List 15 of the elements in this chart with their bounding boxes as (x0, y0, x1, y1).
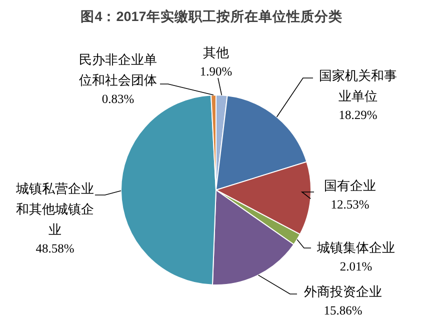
data-label: 2.01% (340, 260, 372, 274)
slice-label: 城镇集体企业 (316, 240, 395, 255)
chart-title: 图4：2017年实缴职工按所在单位性质分类 (80, 8, 342, 24)
data-label: 15.86% (324, 304, 362, 318)
data-label: 18.29% (338, 108, 378, 122)
data-label: 1.90% (200, 64, 232, 78)
slice-label: 国有企业 (324, 178, 376, 193)
data-label: 48.58% (36, 242, 74, 256)
slice-label: 其他 (203, 45, 229, 60)
data-label: 0.83% (102, 92, 134, 106)
slice-label: 民办非企业单位和社会团体 (79, 52, 157, 88)
slice-label: 城镇私营企业和其他城镇企业 (15, 181, 94, 237)
slice-label: 外商投资企业 (304, 284, 382, 299)
slice-label: 国家机关和事业单位 (319, 68, 397, 104)
data-label: 12.53% (330, 198, 370, 212)
